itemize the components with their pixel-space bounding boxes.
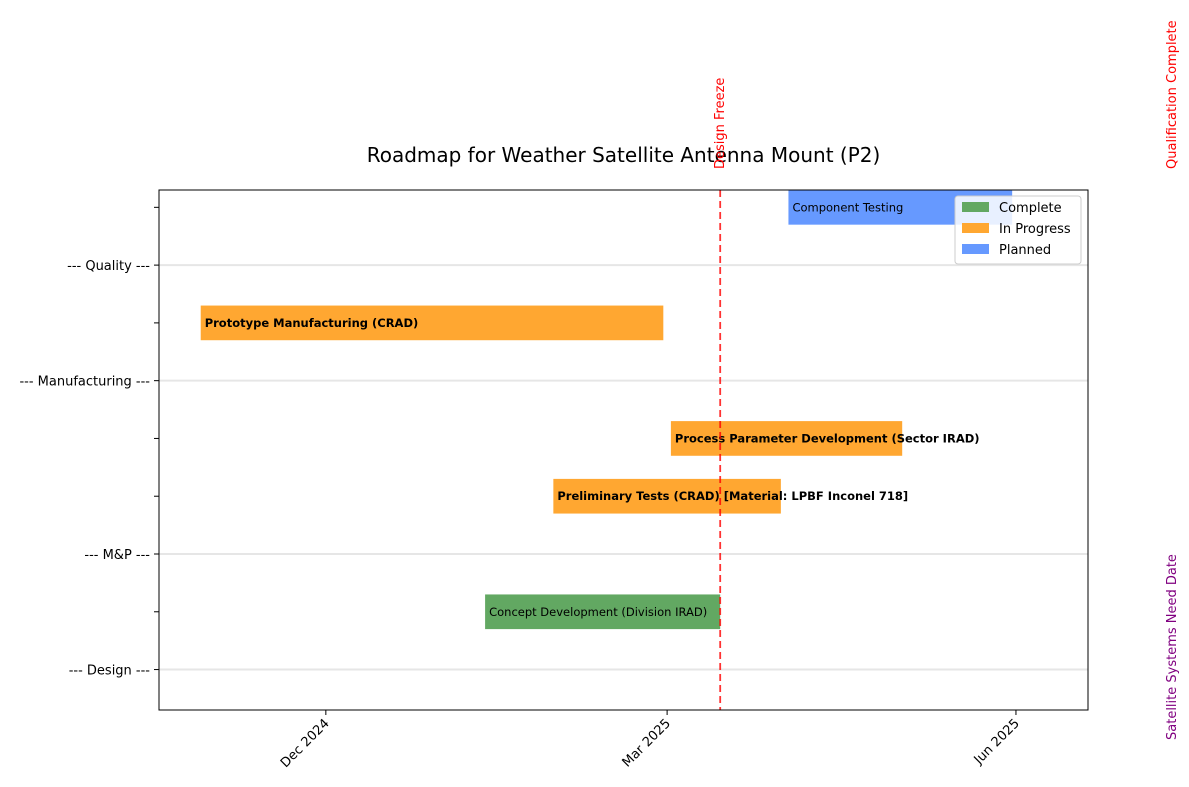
legend-label-1: In Progress	[999, 222, 1071, 237]
legend-swatch-2	[962, 244, 989, 254]
y-tick-label-0: --- Design ---	[69, 664, 151, 679]
task-bar-label-0: Concept Development (Division IRAD)	[489, 605, 707, 619]
legend-swatch-1	[962, 223, 989, 233]
task-bar-3	[200, 305, 664, 341]
plot-border	[158, 189, 1089, 711]
y-tick-label-2: --- M&P ---	[84, 548, 150, 563]
chart-title: Roadmap for Weather Satellite Antenna Mo…	[367, 143, 881, 167]
grid-lines	[159, 264, 1088, 671]
milestone-lines: Design Freeze	[713, 78, 728, 710]
y-tick-label-5: --- Manufacturing ---	[19, 375, 150, 390]
task-bars: Concept Development (Division IRAD) Preli…	[200, 190, 1013, 630]
legend-label-2: Planned	[999, 243, 1051, 258]
task-bar-1	[553, 478, 781, 514]
task-bar-label-3: Prototype Manufacturing (CRAD)	[205, 316, 419, 330]
task-bar-2	[670, 421, 903, 456]
x-tick-label-2: Jun 2025	[971, 716, 1023, 768]
task-bar-label-4: Component Testing	[792, 200, 903, 214]
task-bar-label-1: Preliminary Tests (CRAD) [Material: LPBF…	[557, 489, 908, 503]
task-bar-0	[485, 594, 721, 630]
legend-label-0: Complete	[999, 201, 1062, 216]
legend: Complete In Progress Planned	[954, 195, 1082, 265]
x-tick-label-0: Dec 2024	[278, 716, 333, 771]
y-tick-label-7: --- Quality ---	[67, 259, 150, 274]
task-bar-label-2: Process Parameter Development (Sector IR…	[675, 431, 980, 445]
x-axis: Dec 2024 Mar 2025 Jun 2025	[278, 710, 1023, 771]
plot-frame	[158, 189, 1089, 711]
x-tick-label-1: Mar 2025	[620, 716, 674, 770]
y-axis: --- Design --- --- M&P --- --- Manufacturi…	[19, 206, 159, 679]
side-milestone-label-2: Satellite Systems Need Date	[1165, 554, 1180, 740]
side-milestone-label-1: Qualification Complete	[1165, 20, 1180, 169]
milestone-label-0: Design Freeze	[713, 78, 728, 169]
legend-swatch-0	[962, 202, 989, 212]
side-milestone-labels: Qualification Complete Satellite Systems …	[1165, 20, 1180, 740]
